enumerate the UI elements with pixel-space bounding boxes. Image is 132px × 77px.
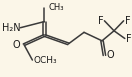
Text: F: F (126, 33, 132, 44)
Text: O: O (107, 50, 114, 60)
Text: OCH₃: OCH₃ (34, 56, 57, 65)
Text: F: F (125, 16, 130, 26)
Text: O: O (13, 40, 20, 50)
Text: F: F (98, 16, 103, 26)
Text: H₂N: H₂N (2, 23, 20, 33)
Text: CH₃: CH₃ (48, 3, 63, 12)
